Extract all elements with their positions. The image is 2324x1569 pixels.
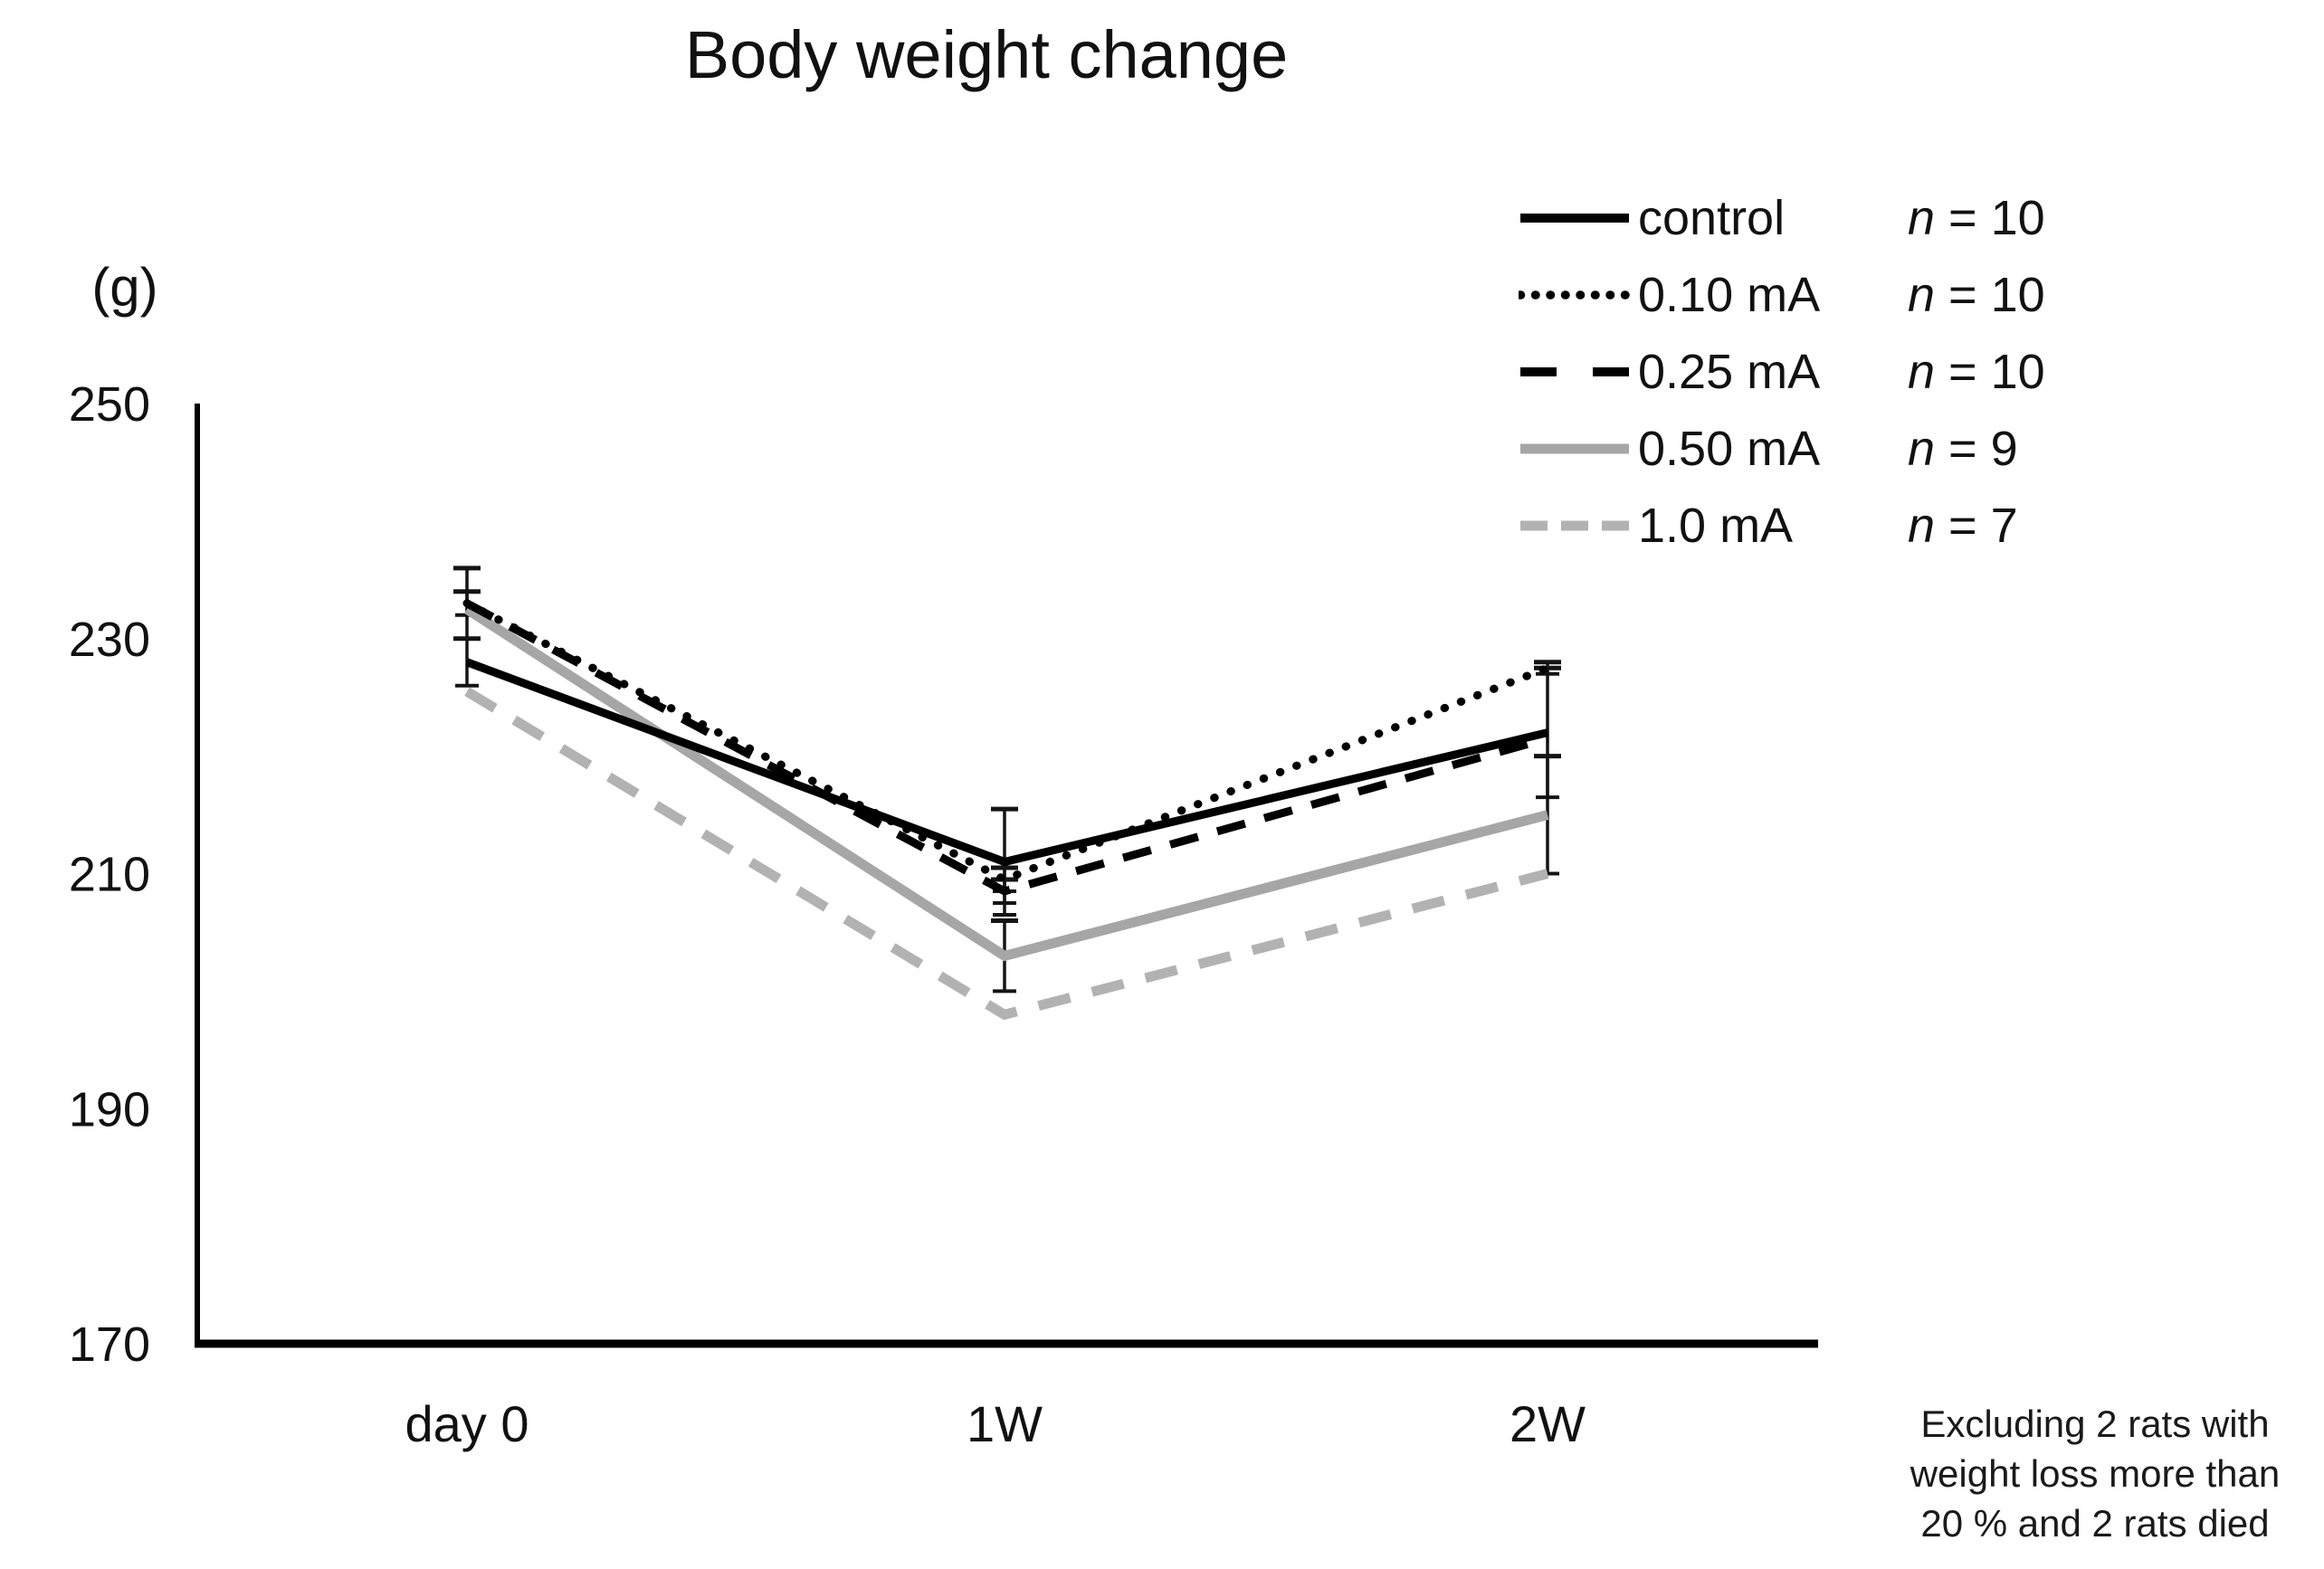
legend-n-variable: n: [1908, 191, 1936, 245]
legend-row: 0.50 mA n = 9: [1519, 411, 2206, 487]
legend-row: 0.10 mA n = 10: [1519, 257, 2206, 333]
legend-sample-line: [1520, 367, 1629, 376]
y-tick-label: 230: [69, 613, 150, 667]
exclusion-note-line: 20 % and 2 rats died: [1920, 1502, 2270, 1545]
exclusion-note-line: weight loss more than: [1910, 1452, 2281, 1495]
legend-sample-line: [1520, 214, 1629, 223]
series-line-0-10-ma: [462, 599, 1552, 884]
y-tick-label: 210: [69, 848, 150, 902]
legend: control n = 10 0.10 mA n = 10 0.25 mA n = 10 0…: [0, 0, 2324, 633]
legend-n-count: n = 10: [1908, 345, 2045, 399]
legend-n-variable: n: [1908, 422, 1936, 476]
legend-n-count: n = 9: [1908, 422, 2018, 476]
y-tick-label: 250: [69, 377, 150, 432]
legend-n-count: n = 7: [1908, 499, 2018, 553]
legend-n-count: n = 10: [1908, 268, 2045, 322]
x-axis-category-label: 2W: [1510, 1395, 1586, 1452]
legend-sample-line: [1519, 290, 1631, 300]
legend-row: control n = 10: [1519, 180, 2206, 256]
chart-title: Body weight change: [684, 17, 1289, 92]
y-axis-unit-label: (g): [91, 257, 158, 318]
legend-n-variable: n: [1908, 345, 1936, 399]
legend-item-label: 0.10 mA: [1638, 268, 1821, 322]
legend-n-variable: n: [1908, 499, 1936, 553]
y-tick-label: 170: [69, 1317, 150, 1372]
legend-item-label: 0.50 mA: [1638, 422, 1821, 476]
series-line-control: [465, 658, 1549, 867]
legend-sample-line: [1520, 443, 1629, 454]
legend-item-label: 0.25 mA: [1638, 345, 1821, 399]
x-axis-category-label: 1W: [967, 1395, 1043, 1452]
exclusion-note-line: Excluding 2 rats with: [1920, 1403, 2270, 1445]
legend-n-count: n = 10: [1908, 191, 2045, 245]
legend-row: 0.25 mA n = 10: [1519, 334, 2206, 410]
legend-row: 1.0 mA n = 7: [1519, 488, 2206, 564]
legend-item-label: control: [1638, 191, 1786, 245]
legend-item-label: 1.0 mA: [1638, 499, 1794, 553]
legend-n-variable: n: [1908, 268, 1936, 322]
exclusion-note: Excluding 2 rats with weight loss more t…: [1887, 1399, 2303, 1548]
legend-sample-line: [1520, 520, 1629, 531]
series-line-1-0-ma: [464, 687, 1549, 1021]
x-axis-category-label: day 0: [405, 1395, 529, 1452]
series-line-0-25-ma: [464, 599, 1549, 896]
y-tick-label: 190: [69, 1082, 150, 1136]
